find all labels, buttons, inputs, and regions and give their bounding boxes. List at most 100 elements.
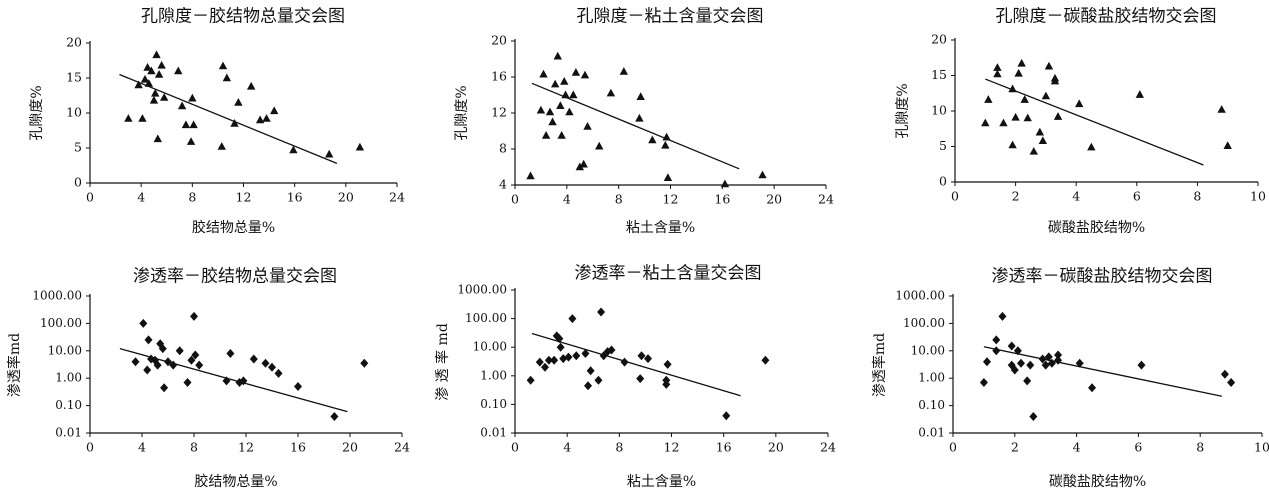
data-point [140,74,150,83]
x-tick-label: 8 [1196,440,1204,455]
data-point [583,122,592,130]
data-point [1029,412,1038,422]
x-tick-label: 12 [238,440,254,455]
y-tick-label: 0.10 [918,398,945,412]
x-axis-label: 碳酸盐胶结物% [1048,219,1145,236]
data-point [188,93,197,102]
data-point [124,114,133,122]
data-point [143,63,152,71]
x-axis-label: 粘土含量% [626,220,695,236]
data-point [189,120,198,129]
data-point [355,142,365,151]
y-tick-label: 8 [499,141,507,156]
data-point [1010,365,1019,375]
data-point [984,95,993,103]
data-point [177,101,187,110]
data-point [218,61,228,70]
data-point [246,81,256,90]
data-point [607,345,616,355]
y-tick-label: 15 [931,67,947,82]
x-tick-label: 10 [1254,440,1269,455]
data-point [1011,112,1020,121]
data-point [1035,127,1045,136]
data-point [580,70,590,79]
x-tick-label: 0 [511,192,519,207]
data-point [620,357,629,367]
data-point [1041,91,1051,100]
y-tick-label: 12 [491,105,507,120]
y-tick-label: 10.00 [911,343,945,357]
data-point [1016,358,1025,368]
data-point [557,131,566,139]
data-point [149,95,159,104]
x-tick-label: 24 [820,440,836,455]
data-point [1044,352,1053,362]
data-point [569,90,578,99]
data-point [561,90,570,99]
data-point [993,69,1002,78]
x-axis-label: 胶结物总量% [192,219,275,236]
y-tick-label: 0.10 [480,397,507,411]
y-tick-label: 4 [499,177,507,192]
y-tick-label: 100.00 [40,316,82,330]
data-point [147,66,156,75]
y-tick-label: 0 [939,174,947,189]
data-point [217,142,226,150]
y-tick-label: 1000.00 [32,289,82,303]
data-point [1054,355,1063,365]
x-tick-label: 0 [511,440,519,455]
data-point [992,335,1001,345]
y-tick-label: 10 [931,103,947,118]
y-tick-label: 0 [74,175,82,190]
data-point [222,73,232,82]
y-tick-label: 0.10 [55,398,82,412]
chart-title: 孔隙度－粘土含量交会图 [577,7,764,27]
y-tick-label: 0.01 [918,426,945,440]
data-point [261,358,270,368]
data-point [131,357,140,367]
data-point [541,131,551,139]
data-point [575,162,584,171]
data-point [1038,136,1048,145]
x-tick-label: 4 [1073,440,1081,455]
x-tick-label: 4 [137,190,145,205]
data-point [1220,369,1229,379]
y-axis-label: 孔隙度% [895,83,911,138]
x-tick-label: 6 [1134,440,1142,455]
data-point [581,349,590,359]
chart-title: 孔隙度－胶结物总量交会图 [141,7,345,27]
x-tick-label: 24 [394,440,410,455]
data-point [360,358,369,368]
data-point [157,60,166,69]
data-point [190,311,198,321]
data-point [758,170,767,179]
x-tick-label: 8 [188,190,196,205]
data-point [982,357,991,367]
chart-panel-6: 渗透率－碳酸盐胶结物交会图 0 2 4 6 8 10 0.01 0.10 1.00 10.00 100… [871,267,1269,491]
data-point [139,318,148,328]
data-point [637,351,646,361]
data-point [222,376,231,386]
data-point [1023,376,1032,386]
data-point [255,115,265,124]
y-tick-label: 0.01 [480,426,507,440]
x-tick-label: 0 [949,440,957,455]
data-point [1020,95,1029,103]
data-point [648,135,657,144]
y-tick-label: 10.00 [48,343,82,357]
chart-panel-3: 孔隙度－碳酸盐胶结物交会图 0 2 4 6 8 10 0 5 10 15 20 碳酸盐胶结物% 孔隙度% [895,7,1266,237]
x-tick-label: 16 [287,190,303,205]
data-point [560,77,569,85]
data-point [1223,141,1232,149]
data-point [564,352,573,362]
x-tick-label: 12 [664,440,680,455]
x-tick-label: 24 [389,190,405,205]
data-point [636,92,645,100]
y-tick-label: 1.00 [55,371,82,385]
y-tick-label: 1000.00 [457,283,507,297]
y-tick-label: 1.00 [918,371,945,385]
data-point [662,379,671,389]
data-point [153,360,162,370]
